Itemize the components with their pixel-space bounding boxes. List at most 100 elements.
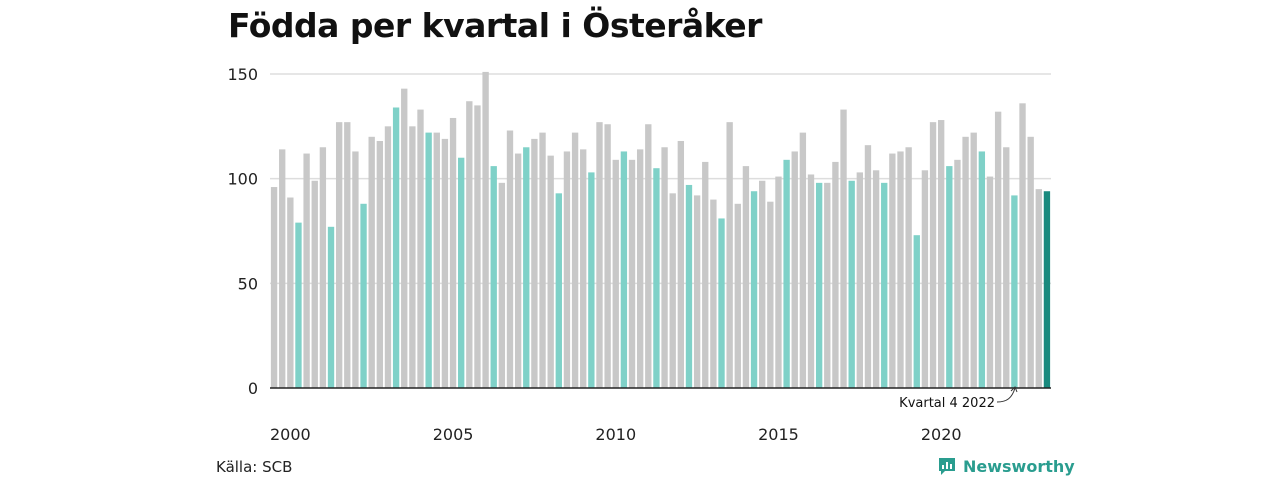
bar <box>734 203 741 388</box>
bar <box>1003 147 1010 388</box>
bar <box>661 147 668 388</box>
bar <box>913 235 920 388</box>
x-axis-ticks: 2000 2005 2010 2015 2020 <box>270 425 962 444</box>
bar <box>815 182 823 388</box>
chart-title: Födda per kvartal i Österåker <box>228 6 762 45</box>
bar <box>352 151 359 388</box>
bar <box>514 153 522 388</box>
bar <box>612 159 619 388</box>
bar <box>376 140 384 388</box>
bar <box>986 176 994 388</box>
bar <box>596 122 603 389</box>
bar <box>978 151 986 388</box>
bar <box>645 124 652 389</box>
bar <box>392 107 400 389</box>
bar <box>832 161 839 388</box>
bar <box>368 136 375 388</box>
bar <box>490 166 497 388</box>
bar <box>449 117 457 389</box>
bar <box>946 166 953 388</box>
y-tick-label: 0 <box>248 379 258 398</box>
bar <box>523 147 530 388</box>
y-tick-label: 50 <box>238 274 258 293</box>
annotation-label: Kvartal 4 2022 <box>899 396 995 411</box>
bar <box>840 109 847 388</box>
bar <box>474 105 481 389</box>
bar <box>344 122 351 389</box>
bar <box>384 126 392 388</box>
annotation: Kvartal 4 2022 <box>899 386 1018 411</box>
bar <box>311 180 318 388</box>
bar <box>889 153 896 388</box>
bar <box>929 122 937 389</box>
bar <box>693 195 701 388</box>
bar <box>604 124 611 389</box>
bar <box>775 176 782 388</box>
bar <box>636 149 644 388</box>
x-tick-label: 2000 <box>270 425 311 444</box>
bars <box>270 71 1051 389</box>
annotation-arrowhead <box>1010 386 1018 393</box>
bar <box>962 136 969 388</box>
bar <box>1043 191 1051 388</box>
bar <box>531 138 538 388</box>
bar <box>938 120 945 389</box>
y-tick-label: 150 <box>227 65 258 84</box>
bar <box>905 147 912 388</box>
bar <box>669 193 676 388</box>
bar <box>279 149 286 388</box>
bar <box>864 145 872 388</box>
bar <box>547 155 554 388</box>
brand-name: Newsworthy <box>963 456 1075 476</box>
bar <box>335 122 343 389</box>
bar <box>303 153 310 388</box>
bar <box>718 218 725 388</box>
bar <box>677 140 685 388</box>
bar <box>466 101 473 389</box>
x-tick-label: 2015 <box>758 425 799 444</box>
annotation-arrow <box>996 387 1016 403</box>
bar <box>791 151 798 388</box>
bar <box>401 88 408 389</box>
bar <box>1019 103 1026 388</box>
bar <box>417 109 424 388</box>
bar <box>327 226 335 388</box>
bar <box>270 187 278 388</box>
bar <box>588 172 595 388</box>
bar <box>881 182 888 388</box>
bar <box>783 159 790 388</box>
bar <box>1035 189 1042 388</box>
bar <box>807 174 815 388</box>
bar <box>580 149 587 388</box>
newsworthy-logo-icon <box>939 458 955 475</box>
x-tick-label: 2010 <box>595 425 636 444</box>
bar <box>710 199 717 388</box>
bar <box>425 132 432 388</box>
bar <box>921 170 929 388</box>
source-note: Källa: SCB <box>216 458 293 476</box>
bar <box>685 184 693 388</box>
bar <box>319 147 327 388</box>
bar <box>897 151 904 388</box>
bar <box>482 71 489 388</box>
bar <box>767 201 774 388</box>
bar <box>628 159 636 388</box>
bar <box>750 191 758 388</box>
bar <box>498 182 506 388</box>
y-axis-ticks: 0 50 100 150 <box>227 65 258 398</box>
bar <box>571 132 579 388</box>
bar <box>759 180 766 388</box>
bar <box>872 170 880 388</box>
bar <box>441 138 449 388</box>
brand-logo: Newsworthy <box>937 456 1075 476</box>
grid-lines <box>270 73 1051 285</box>
bar <box>555 193 562 388</box>
bar <box>360 203 367 388</box>
bar <box>433 132 440 388</box>
bar <box>506 130 514 388</box>
bar <box>620 151 628 388</box>
x-tick-label: 2005 <box>433 425 474 444</box>
bar <box>954 159 961 388</box>
bar <box>295 222 302 388</box>
